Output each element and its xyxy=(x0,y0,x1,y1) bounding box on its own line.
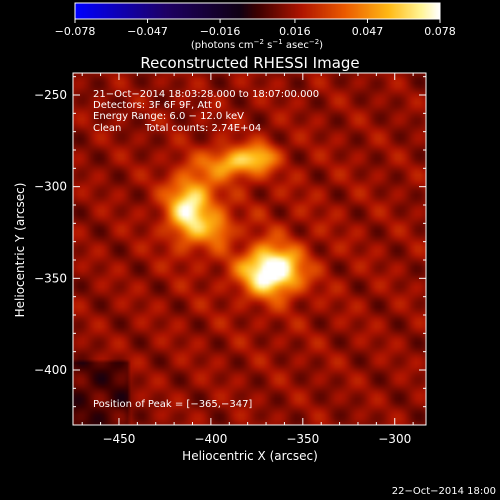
annotation-time: 21−Oct−2014 18:03:28.000 to 18:07:00.000 xyxy=(93,89,319,100)
y-axis-label: Heliocentric Y (arcsec) xyxy=(13,183,27,318)
annotation-counts: Total counts: 2.74E+04 xyxy=(144,123,261,134)
y-tick-label: −400 xyxy=(34,363,67,377)
annotation-detectors: Detectors: 3F 6F 9F, Att 0 xyxy=(93,100,221,111)
colorbar: −0.078 −0.047 −0.016 0.016 0.047 0.078 (photo… xyxy=(55,2,456,51)
colorbar-tick-label: 0.016 xyxy=(279,25,311,38)
footer-date: 22−Oct−2014 18:00 xyxy=(392,486,496,497)
plot-area: −450 −400 −350 −300 −250 −300 −350 −400 xyxy=(34,72,427,446)
y-tick-label: −300 xyxy=(34,180,67,194)
y-tick-label: −350 xyxy=(34,271,67,285)
annotation-block: 21−Oct−2014 18:03:28.000 to 18:07:00.000… xyxy=(93,89,319,410)
colorbar-unit-label: (photons cm−2 s−1 asec−2) xyxy=(191,38,323,51)
colorbar-tick-label: −0.047 xyxy=(127,25,168,38)
annotation-energy: Energy Range: 6.0 − 12.0 keV xyxy=(93,111,244,122)
plot-frame xyxy=(72,72,427,426)
chart-title: Reconstructed RHESSI Image xyxy=(140,54,359,72)
x-tick-label: −300 xyxy=(378,432,411,446)
colorbar-tick-label: 0.078 xyxy=(424,25,456,38)
annotation-method: Clean xyxy=(93,123,121,134)
annotation-peak-position: Position of Peak = [−365,−347] xyxy=(93,399,252,410)
colorbar-gradient xyxy=(75,3,440,19)
x-axis-label: Heliocentric X (arcsec) xyxy=(182,449,318,463)
colorbar-tick-label: 0.047 xyxy=(352,25,384,38)
x-tick-label: −450 xyxy=(102,432,135,446)
colorbar-tick-label: −0.016 xyxy=(200,25,241,38)
heatmap-image xyxy=(73,73,426,425)
x-tick-label: −350 xyxy=(286,432,319,446)
colorbar-tick-label: −0.078 xyxy=(55,25,96,38)
y-tick-label: −250 xyxy=(34,88,67,102)
x-tick-label: −400 xyxy=(194,432,227,446)
colorbar-frame xyxy=(74,2,441,20)
